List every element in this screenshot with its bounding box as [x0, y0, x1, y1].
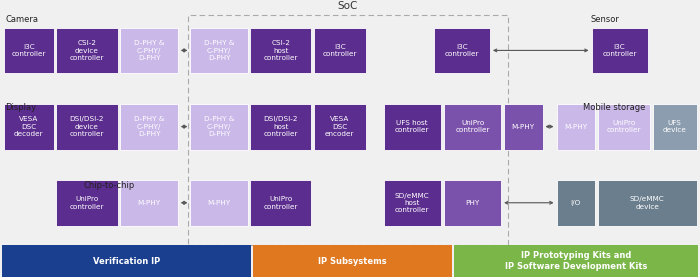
Bar: [598, 180, 696, 226]
Text: PHY: PHY: [466, 200, 480, 206]
Text: UniPro
controller: UniPro controller: [607, 120, 641, 133]
Text: D-PHY &
C-PHY/
D-PHY: D-PHY & C-PHY/ D-PHY: [204, 116, 234, 137]
Bar: [120, 180, 178, 226]
Text: CSI-2
host
controller: CSI-2 host controller: [263, 40, 298, 61]
Text: UniPro
controller: UniPro controller: [455, 120, 490, 133]
Text: VESA
DSC
decoder: VESA DSC decoder: [14, 116, 43, 137]
Text: D-PHY &
C-PHY/
D-PHY: D-PHY & C-PHY/ D-PHY: [134, 116, 164, 137]
Text: UFS host
controller: UFS host controller: [395, 120, 430, 133]
Text: D-PHY &
C-PHY/
D-PHY: D-PHY & C-PHY/ D-PHY: [204, 40, 234, 61]
Bar: [556, 180, 595, 226]
Text: UniPro
controller: UniPro controller: [263, 196, 298, 209]
Bar: [384, 180, 441, 226]
Text: CSI-2
device
controller: CSI-2 device controller: [69, 40, 104, 61]
Text: M-PHY: M-PHY: [207, 200, 231, 206]
Bar: [250, 180, 312, 226]
Bar: [504, 104, 542, 150]
Text: Camera: Camera: [6, 15, 38, 24]
Bar: [250, 28, 312, 73]
Text: Display: Display: [6, 103, 36, 112]
Text: UFS
device: UFS device: [663, 120, 687, 133]
Text: DSI/DSI-2
device
controller: DSI/DSI-2 device controller: [69, 116, 104, 137]
Bar: [190, 180, 248, 226]
Bar: [314, 28, 366, 73]
Bar: [120, 28, 178, 73]
Bar: [56, 180, 118, 226]
Text: I3C
controller: I3C controller: [11, 44, 46, 57]
Bar: [120, 104, 178, 150]
Text: SD/eMMC
host
controller: SD/eMMC host controller: [395, 193, 430, 213]
Bar: [444, 104, 501, 150]
Text: I/O: I/O: [570, 200, 581, 206]
Bar: [56, 104, 118, 150]
Text: Mobile storage: Mobile storage: [583, 103, 645, 112]
Bar: [56, 28, 118, 73]
Text: M-PHY: M-PHY: [564, 124, 587, 130]
Bar: [454, 245, 698, 277]
Text: VESA
DSC
encoder: VESA DSC encoder: [325, 116, 355, 137]
Text: M-PHY: M-PHY: [137, 200, 161, 206]
Bar: [384, 104, 441, 150]
Bar: [434, 28, 490, 73]
Text: Sensor: Sensor: [590, 15, 619, 24]
Text: DSI/DSI-2
host
controller: DSI/DSI-2 host controller: [263, 116, 298, 137]
Text: SD/eMMC
device: SD/eMMC device: [630, 196, 664, 209]
Text: Chip-to-chip: Chip-to-chip: [84, 181, 135, 190]
Bar: [592, 28, 648, 73]
Bar: [653, 104, 696, 150]
Text: D-PHY &
C-PHY/
D-PHY: D-PHY & C-PHY/ D-PHY: [134, 40, 164, 61]
Bar: [598, 104, 650, 150]
Text: I3C
controller: I3C controller: [323, 44, 357, 57]
Bar: [250, 104, 312, 150]
Bar: [188, 15, 508, 245]
Bar: [4, 104, 54, 150]
Bar: [4, 28, 54, 73]
Text: Verification IP: Verification IP: [92, 257, 160, 266]
Text: SoC: SoC: [337, 1, 358, 11]
Text: IP Prototyping Kits and
IP Software Development Kits: IP Prototyping Kits and IP Software Deve…: [505, 251, 648, 271]
Bar: [314, 104, 366, 150]
Text: I3C
controller: I3C controller: [444, 44, 480, 57]
Text: I3C
controller: I3C controller: [602, 44, 637, 57]
Bar: [2, 245, 251, 277]
Text: M-PHY: M-PHY: [512, 124, 535, 130]
Bar: [253, 245, 452, 277]
Text: IP Subsystems: IP Subsystems: [318, 257, 387, 266]
Bar: [556, 104, 595, 150]
Bar: [444, 180, 501, 226]
Bar: [190, 104, 248, 150]
Bar: [190, 28, 248, 73]
Text: UniPro
controller: UniPro controller: [69, 196, 104, 209]
